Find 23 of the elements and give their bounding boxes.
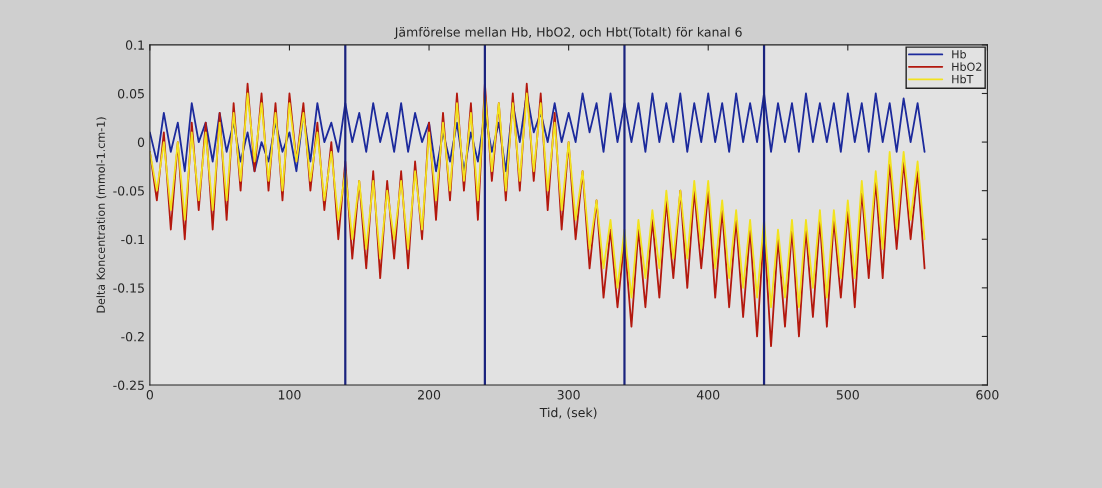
y-tick-label: -0.1 [121, 234, 144, 245]
y-axis-title: Delta Koncentration (mmol-1.cm-1) [96, 117, 107, 313]
x-tick-label: 300 [557, 390, 580, 400]
y-tick-label: 0.05 [118, 88, 144, 99]
x-axis-title: Tid, (sek) [539, 407, 597, 419]
y-tick-label: -0.05 [113, 186, 144, 196]
y-tick-label: 0.1 [125, 40, 144, 50]
legend-label: HbO2 [952, 62, 982, 71]
chart-title: Jämförelse mellan Hb, HbO2, och Hbt(Totalt) för kanal 6 [394, 27, 742, 40]
x-tick-label: 100 [278, 390, 301, 400]
x-tick-label: 400 [696, 390, 720, 400]
y-tick-label: -0.15 [113, 283, 144, 293]
x-tick-label: 0 [146, 390, 154, 400]
legend-label: Hb [952, 49, 966, 59]
legend-label: HbT [952, 74, 974, 84]
x-tick-label: 500 [836, 390, 859, 400]
y-tick-label: 0 [137, 137, 145, 147]
line-series [149, 92, 926, 309]
x-tick-label: 200 [418, 390, 441, 400]
y-tick-label: -0.2 [121, 331, 144, 342]
y-tick-label: -0.25 [113, 380, 144, 390]
x-tick-label: 600 [976, 390, 999, 400]
line-series [149, 92, 926, 173]
